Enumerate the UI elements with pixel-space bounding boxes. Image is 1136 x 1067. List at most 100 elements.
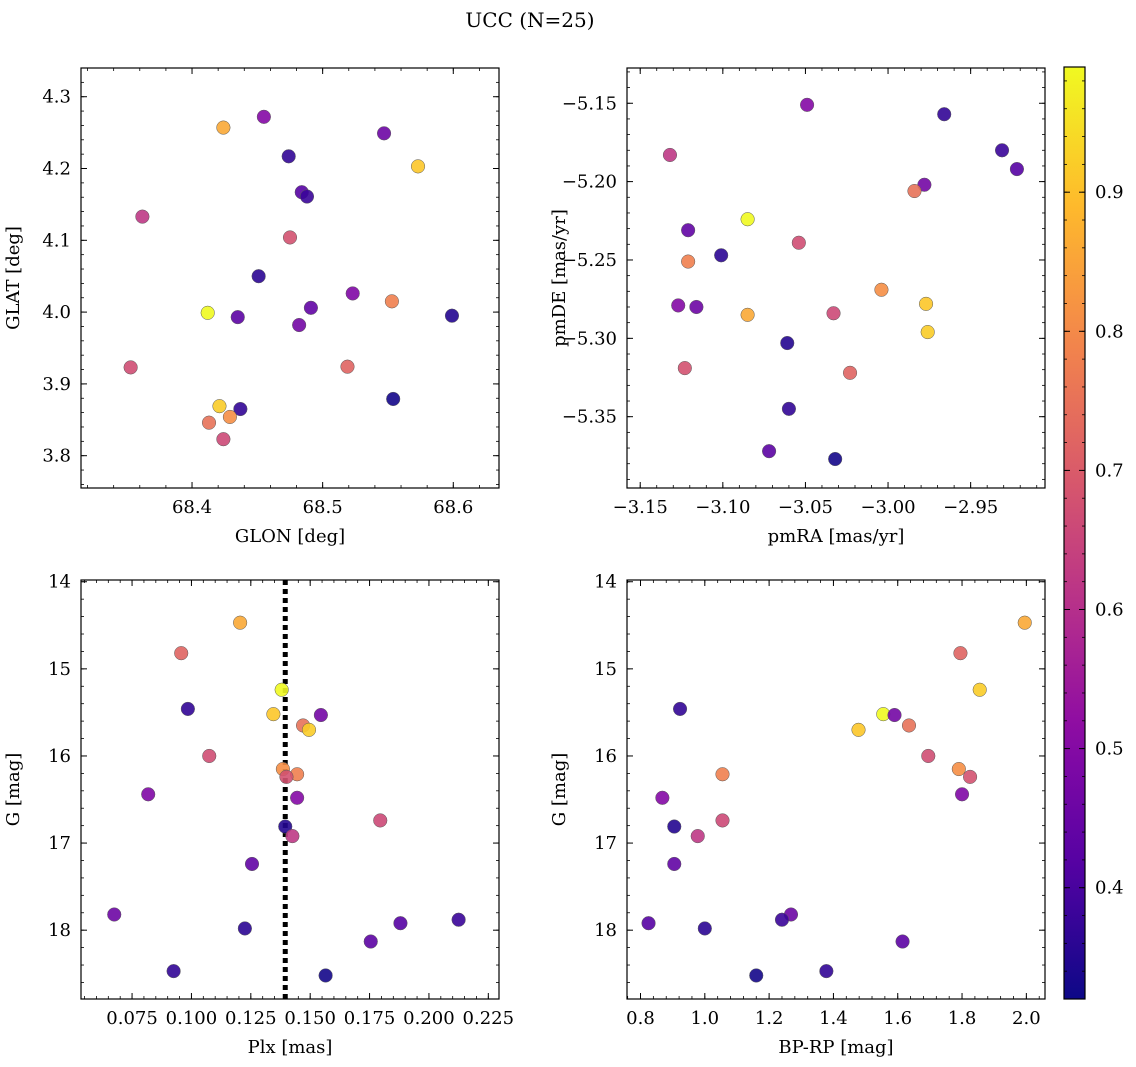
colorbar-tick-label: 0.8 xyxy=(1095,321,1124,342)
scatter-point xyxy=(451,912,466,927)
scatter-point xyxy=(340,359,355,374)
scatter-point xyxy=(673,701,688,716)
scatter-points xyxy=(107,615,466,983)
scatter-point xyxy=(972,682,987,697)
y-tick-label: 4.3 xyxy=(42,87,71,108)
scatter-point xyxy=(781,401,796,416)
scatter-point xyxy=(166,964,181,979)
figure-title: UCC (N=25) xyxy=(465,8,594,32)
scatter-point xyxy=(212,399,227,414)
y-tick-label: 4.1 xyxy=(42,230,71,251)
x-tick-label: 0.125 xyxy=(225,1008,277,1029)
scatter-points xyxy=(641,615,1032,983)
x-axis-label: GLON [deg] xyxy=(235,526,345,547)
scatter-point xyxy=(780,335,795,351)
scatter-point xyxy=(774,912,790,927)
scatter-point xyxy=(740,212,755,227)
scatter-point xyxy=(895,934,910,949)
colorbar-tick-label: 0.9 xyxy=(1095,182,1124,203)
scatter-point xyxy=(384,294,399,309)
scatter-point xyxy=(689,299,704,315)
scatter-point xyxy=(655,790,670,805)
scatter-point xyxy=(201,415,217,430)
x-tick-label: −3.15 xyxy=(613,497,668,518)
scatter-point xyxy=(345,286,360,301)
scatter-point xyxy=(107,907,122,922)
scatter-point xyxy=(662,147,678,163)
colorbar-frame xyxy=(1063,66,1086,1000)
y-tick-label: −5.25 xyxy=(562,250,617,271)
scatter-point xyxy=(937,107,952,122)
scatter-point xyxy=(887,707,902,723)
scatter-point xyxy=(444,308,460,323)
scatter-point xyxy=(318,968,333,983)
major-ticks xyxy=(81,68,499,488)
minor-ticks xyxy=(81,67,499,488)
scatter-point xyxy=(681,254,696,269)
y-tick-label: 17 xyxy=(48,833,71,854)
scatter-point xyxy=(951,761,966,777)
y-tick-label: −5.35 xyxy=(562,407,617,428)
scatter-point xyxy=(256,109,271,124)
major-ticks xyxy=(627,68,1045,488)
x-tick-label: 1.2 xyxy=(755,1008,784,1029)
scatter-point xyxy=(299,189,315,204)
scatter-point xyxy=(690,829,705,844)
scatter-point xyxy=(963,769,978,784)
y-tick-label: 16 xyxy=(594,746,617,767)
y-tick-label: 16 xyxy=(48,746,71,767)
y-tick-label: 18 xyxy=(48,920,71,941)
scatter-point xyxy=(233,401,248,417)
scatter-point xyxy=(953,646,968,661)
x-tick-label: 1.8 xyxy=(948,1008,977,1029)
scatter-point xyxy=(740,307,755,322)
x-tick-label: 0.200 xyxy=(403,1008,455,1029)
scatter-point xyxy=(266,707,281,722)
y-tick-label: 15 xyxy=(48,659,71,680)
y-axis-label: G [mag] xyxy=(3,753,24,826)
scatter-point xyxy=(285,829,300,844)
x-tick-label: −2.95 xyxy=(943,497,998,518)
scatter-point xyxy=(237,921,252,936)
scatter-point xyxy=(874,282,889,297)
y-tick-label: 17 xyxy=(594,833,617,854)
scatter-point xyxy=(1017,615,1032,630)
x-tick-label: 1.6 xyxy=(883,1008,912,1029)
scatter-point xyxy=(921,748,936,764)
scatter-point xyxy=(278,819,293,834)
scatter-point xyxy=(313,707,328,723)
scatter-point xyxy=(244,856,260,872)
x-tick-label: 2.0 xyxy=(1012,1008,1041,1029)
x-axis-label: Plx [mas] xyxy=(248,1037,333,1058)
x-tick-label: −3.05 xyxy=(778,497,833,518)
y-tick-label: −5.30 xyxy=(562,328,617,349)
x-axis-label: BP-RP [mag] xyxy=(778,1037,893,1058)
scatter-point xyxy=(641,916,656,931)
minor-ticks xyxy=(627,68,1045,488)
colorbar-gradient xyxy=(1064,67,1085,999)
y-tick-label: 4.2 xyxy=(42,159,71,180)
panels-group: 68.4 68.5 68.6 3.8 3.9 4.0 4.1 4.2 4.3 GLON [deg]… xyxy=(3,67,1046,1058)
scatter-point xyxy=(901,718,917,733)
major-ticks xyxy=(81,580,499,999)
y-axis-label: GLAT [deg] xyxy=(3,226,24,330)
y-axis-label: G [mag] xyxy=(549,753,570,826)
scatter-point xyxy=(377,126,392,141)
scatter-point xyxy=(907,183,922,199)
scatter-point xyxy=(791,235,806,250)
scatter-point xyxy=(918,296,934,311)
scatter-point xyxy=(174,646,189,661)
x-tick-label: 68.5 xyxy=(303,497,343,518)
y-tick-label: 15 xyxy=(594,659,617,680)
axes-frame xyxy=(626,67,1046,489)
y-tick-label: 3.9 xyxy=(42,374,71,395)
colorbar-tick-label: 0.5 xyxy=(1095,739,1124,760)
scatter-point xyxy=(135,209,150,224)
scatter-point xyxy=(667,819,682,834)
y-tick-label: 18 xyxy=(594,920,617,941)
scatter-point xyxy=(714,248,729,263)
y-tick-label: −5.15 xyxy=(562,93,617,114)
scatter-point xyxy=(230,310,245,325)
scatter-point xyxy=(715,767,730,782)
